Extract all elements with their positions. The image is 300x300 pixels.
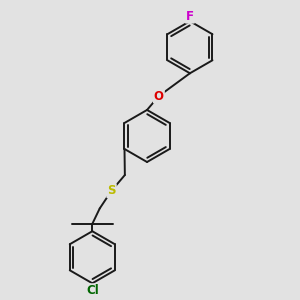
- Text: S: S: [107, 184, 116, 197]
- Text: F: F: [186, 10, 194, 23]
- Text: O: O: [154, 89, 164, 103]
- Text: Cl: Cl: [86, 284, 99, 297]
